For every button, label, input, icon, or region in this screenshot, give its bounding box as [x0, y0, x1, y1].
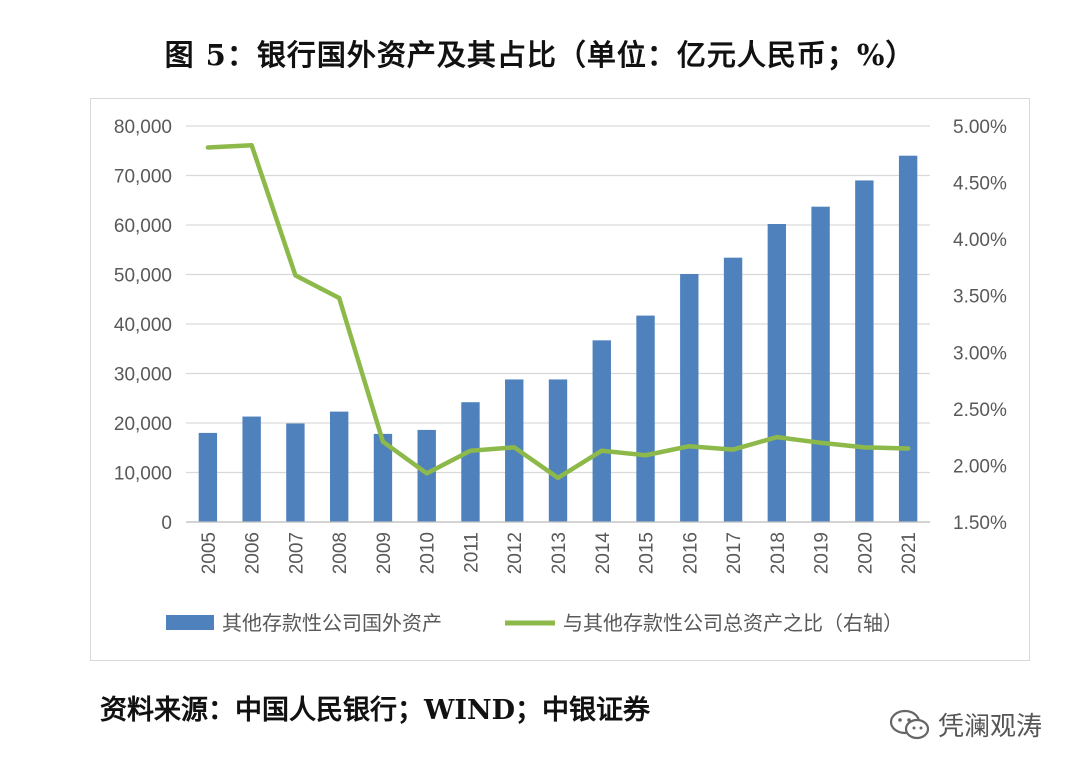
legend-label-line: 与其他存款性公司总资产之比（右轴） — [563, 611, 903, 635]
x-tick-label: 2021 — [899, 532, 920, 574]
left-tick-label: 50,000 — [114, 266, 172, 287]
left-tick-label: 80,000 — [114, 117, 172, 138]
x-tick-label: 2016 — [680, 532, 701, 574]
left-tick-label: 60,000 — [114, 216, 172, 237]
bar-2021 — [898, 155, 918, 522]
x-tick-label: 2017 — [724, 532, 745, 574]
x-axis-ticks: 2005 2006 2007 2008 2009 2010 2011 2012 2013 2014… — [186, 521, 930, 575]
left-tick-label: 40,000 — [114, 315, 172, 336]
right-tick-label: 1.50% — [953, 513, 1007, 534]
line-series — [205, 142, 911, 481]
bar-2017 — [723, 257, 743, 522]
left-tick-label: 0 — [161, 513, 172, 534]
left-tick-label: 70,000 — [114, 167, 172, 188]
right-tick-label: 4.50% — [953, 174, 1007, 195]
x-tick-label: 2011 — [461, 532, 482, 573]
right-tick-label: 3.50% — [953, 287, 1007, 308]
left-axis-ticks: 0 10,000 20,000 30,000 40,000 50,000 60,000 70,… — [114, 117, 172, 534]
x-tick-label: 2005 — [199, 532, 220, 574]
bar-2014 — [592, 340, 611, 522]
bar-2009 — [373, 433, 393, 522]
bar-series — [198, 155, 918, 522]
x-tick-label: 2007 — [286, 532, 307, 574]
chart-frame — [90, 98, 1030, 661]
right-tick-label: 3.00% — [953, 343, 1007, 364]
left-tick-label: 20,000 — [114, 414, 172, 435]
wechat-icon — [889, 709, 930, 739]
x-tick-label: 2012 — [505, 532, 526, 574]
chart-title: 图 5：银行国外资产及其占比（单位：亿元人民币；%） — [164, 38, 916, 72]
bar-2016 — [680, 274, 699, 522]
bar-2011 — [461, 402, 480, 522]
x-tick-label: 2014 — [593, 532, 614, 575]
legend-label-bar: 其他存款性公司国外资产 — [222, 611, 442, 635]
x-tick-label: 2019 — [812, 532, 833, 574]
right-axis-ticks: 1.50% 2.00% 2.50% 3.00% 3.50% 4.00% 4.50% 5.00% — [953, 117, 1007, 534]
legend: 其他存款性公司国外资产 与其他存款性公司总资产之比（右轴） — [166, 611, 903, 635]
left-tick-label: 30,000 — [114, 365, 172, 386]
left-tick-label: 10,000 — [114, 464, 172, 485]
bar-2012 — [505, 379, 524, 522]
x-tick-label: 2013 — [549, 532, 570, 574]
bar-2020 — [855, 180, 874, 522]
watermark-text: 凭澜观涛 — [938, 712, 1043, 742]
bar-2006 — [242, 416, 261, 522]
bar-2010 — [417, 429, 436, 522]
right-tick-label: 2.00% — [953, 456, 1007, 477]
x-tick-label: 2009 — [374, 532, 395, 574]
bar-2013 — [548, 379, 568, 522]
x-tick-label: 2006 — [243, 532, 264, 574]
x-tick-label: 2015 — [637, 532, 658, 574]
watermark: 凭澜观涛 — [888, 706, 1042, 743]
right-tick-label: 5.00% — [953, 117, 1007, 138]
x-tick-label: 2020 — [855, 532, 876, 574]
bar-2019 — [811, 206, 830, 522]
x-tick-label: 2010 — [418, 532, 439, 574]
bar-2018 — [767, 224, 787, 522]
bar-2007 — [286, 423, 305, 522]
legend-swatch-bar — [166, 615, 214, 630]
bar-2015 — [636, 315, 655, 522]
bar-2008 — [329, 411, 349, 522]
right-tick-label: 2.50% — [953, 400, 1007, 421]
bar-2005 — [198, 432, 218, 522]
right-tick-label: 4.00% — [953, 230, 1007, 251]
x-tick-label: 2018 — [768, 532, 789, 574]
source-note: 资料来源：中国人民银行；WIND；中银证券 — [100, 695, 651, 726]
x-tick-label: 2008 — [330, 532, 351, 574]
